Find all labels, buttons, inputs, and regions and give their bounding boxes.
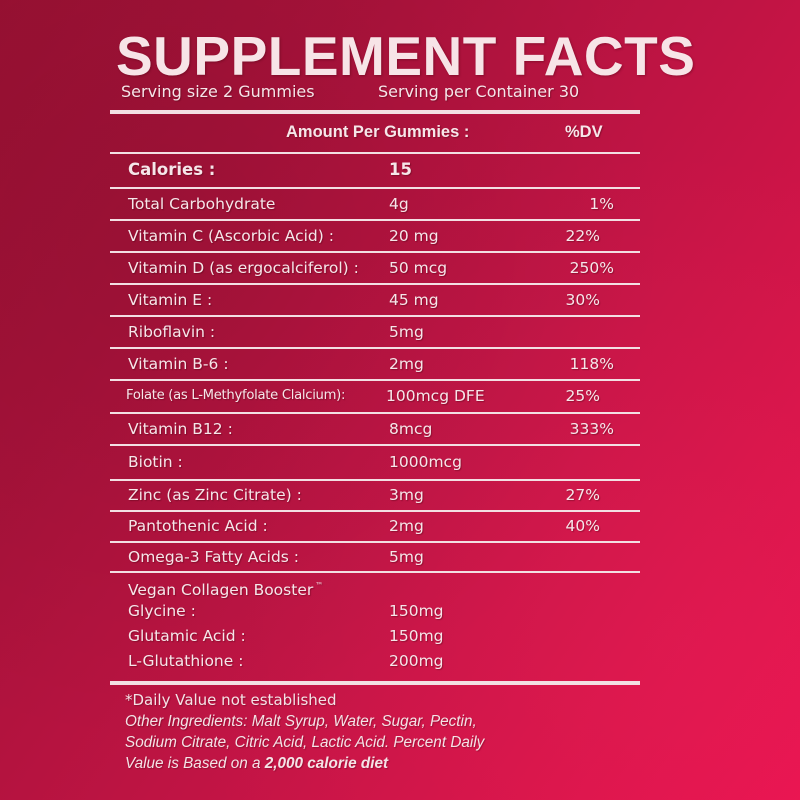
trademark-symbol: ™ xyxy=(315,581,324,590)
divider-thick-top xyxy=(110,110,640,114)
nutrient-name: Omega-3 Fatty Acids : xyxy=(128,548,300,566)
blend-item-amount: 200mg xyxy=(389,652,444,670)
divider xyxy=(110,571,640,573)
blend-item-name: Glutamic Acid : xyxy=(128,627,246,645)
nutrient-name: Riboflavin : xyxy=(128,323,216,341)
divider xyxy=(110,347,640,349)
nutrient-row-riboflavin: Riboflavin : 5mg xyxy=(110,317,640,347)
nutrient-amount: 5mg xyxy=(389,548,424,566)
nutrient-amount: 45 mg xyxy=(389,291,439,309)
nutrient-row-pantothenic-acid: Pantothenic Acid : 2mg 40% xyxy=(110,511,640,541)
nutrient-dv: 1% xyxy=(589,195,614,213)
nutrient-dv: 250% xyxy=(569,259,614,277)
divider xyxy=(110,187,640,189)
nutrient-name: Vitamin B-6 : xyxy=(128,355,229,373)
divider xyxy=(110,479,640,481)
divider xyxy=(110,251,640,253)
blend-item-amount: 150mg xyxy=(389,602,444,620)
blend-item-name: Glycine : xyxy=(128,602,196,620)
nutrient-row-biotin: Biotin : 1000mcg xyxy=(110,447,640,477)
nutrient-name: Zinc (as Zinc Citrate) : xyxy=(128,486,302,504)
nutrient-row-omega-3: Omega-3 Fatty Acids : 5mg xyxy=(110,542,640,572)
divider-thick-bottom xyxy=(110,681,640,685)
blend-item-glycine: Glycine : 150mg xyxy=(110,599,640,623)
nutrient-name: Vitamin D (as ergocalciferol) : xyxy=(128,259,359,277)
blend-item-l-glutathione: L-Glutathione : 200mg xyxy=(110,649,640,673)
nutrient-dv: 25% xyxy=(565,387,600,405)
divider xyxy=(110,283,640,285)
nutrient-row-vitamin-b12: Vitamin B12 : 8mcg 333% xyxy=(110,414,640,444)
blend-item-amount: 150mg xyxy=(389,627,444,645)
nutrient-name: Vitamin E : xyxy=(128,291,213,309)
blend-item-glutamic-acid: Glutamic Acid : 150mg xyxy=(110,624,640,648)
ingredients-line-3-prefix: Value is Based on a xyxy=(125,755,265,772)
collagen-blend-heading: Vegan Collagen Booster ™ xyxy=(110,574,640,599)
column-header-dv: %DV xyxy=(565,123,603,141)
nutrient-amount: 2mg xyxy=(389,355,424,373)
nutrient-amount: 100mcg DFE xyxy=(386,387,485,405)
divider xyxy=(110,412,640,414)
divider xyxy=(110,315,640,317)
ingredients-line-2: Sodium Citrate, Citric Acid, Lactic Acid… xyxy=(125,734,485,751)
divider xyxy=(110,444,640,446)
nutrient-name: Folate (as L-Methyfolate Clalcium): xyxy=(126,388,346,403)
nutrient-amount: 5mg xyxy=(389,323,424,341)
divider xyxy=(110,510,640,512)
label-footer: *Daily Value not established Other Ingre… xyxy=(125,690,645,774)
nutrient-dv: 27% xyxy=(565,486,600,504)
ingredients-line-3: Value is Based on a 2,000 calorie diet xyxy=(125,753,645,774)
nutrient-name: Vitamin B12 : xyxy=(128,420,233,438)
blend-heading-text: Vegan Collagen Booster ™ xyxy=(128,574,324,599)
nutrient-row-folate: Folate (as L-Methyfolate Clalcium): 100m… xyxy=(110,381,640,411)
nutrient-amount: 1000mcg xyxy=(389,453,462,471)
other-ingredients: Other Ingredients: Malt Syrup, Water, Su… xyxy=(125,711,645,774)
nutrient-amount: 2mg xyxy=(389,517,424,535)
ingredients-line-1: Other Ingredients: Malt Syrup, Water, Su… xyxy=(125,713,477,730)
nutrient-dv: 30% xyxy=(565,291,600,309)
nutrient-name: Vitamin C (Ascorbic Acid) : xyxy=(128,227,334,245)
nutrient-row-calories: Calories : 15 xyxy=(110,155,640,185)
nutrient-amount: 3mg xyxy=(389,486,424,504)
nutrient-dv: 40% xyxy=(565,517,600,535)
nutrient-name: Biotin : xyxy=(128,453,183,471)
servings-per-container: Serving per Container 30 xyxy=(378,82,580,101)
nutrient-amount: 4g xyxy=(389,195,409,213)
divider xyxy=(110,541,640,543)
divider xyxy=(110,152,640,154)
divider xyxy=(110,379,640,381)
serving-size: Serving size 2 Gummies xyxy=(121,82,315,101)
divider xyxy=(110,219,640,221)
nutrient-amount: 8mcg xyxy=(389,420,433,438)
nutrient-row-vitamin-e: Vitamin E : 45 mg 30% xyxy=(110,285,640,315)
nutrient-name: Total Carbohydrate xyxy=(128,195,276,213)
nutrient-dv: 333% xyxy=(569,420,614,438)
calorie-diet-emphasis: 2,000 calorie diet xyxy=(264,755,389,772)
nutrient-name: Pantothenic Acid : xyxy=(128,517,268,535)
daily-value-note: *Daily Value not established xyxy=(125,691,337,709)
blend-heading-label: Vegan Collagen Booster xyxy=(128,581,314,599)
blend-item-name: L-Glutathione : xyxy=(128,652,244,670)
nutrient-row-vitamin-d: Vitamin D (as ergocalciferol) : 50 mcg 2… xyxy=(110,253,640,283)
label-title: SUPPLEMENT FACTS xyxy=(116,25,696,87)
nutrient-dv: 22% xyxy=(565,227,600,245)
nutrient-name: Calories : xyxy=(128,160,216,179)
nutrient-row-vitamin-c: Vitamin C (Ascorbic Acid) : 20 mg 22% xyxy=(110,221,640,251)
nutrient-row-vitamin-b6: Vitamin B-6 : 2mg 118% xyxy=(110,349,640,379)
nutrient-amount: 50 mcg xyxy=(389,259,448,277)
nutrient-row-zinc: Zinc (as Zinc Citrate) : 3mg 27% xyxy=(110,480,640,510)
nutrient-dv: 118% xyxy=(569,355,614,373)
nutrient-row-total-carbohydrate: Total Carbohydrate 4g 1% xyxy=(110,189,640,219)
column-header-amount: Amount Per Gummies : xyxy=(286,123,470,141)
nutrient-amount: 15 xyxy=(389,160,412,179)
nutrient-amount: 20 mg xyxy=(389,227,439,245)
